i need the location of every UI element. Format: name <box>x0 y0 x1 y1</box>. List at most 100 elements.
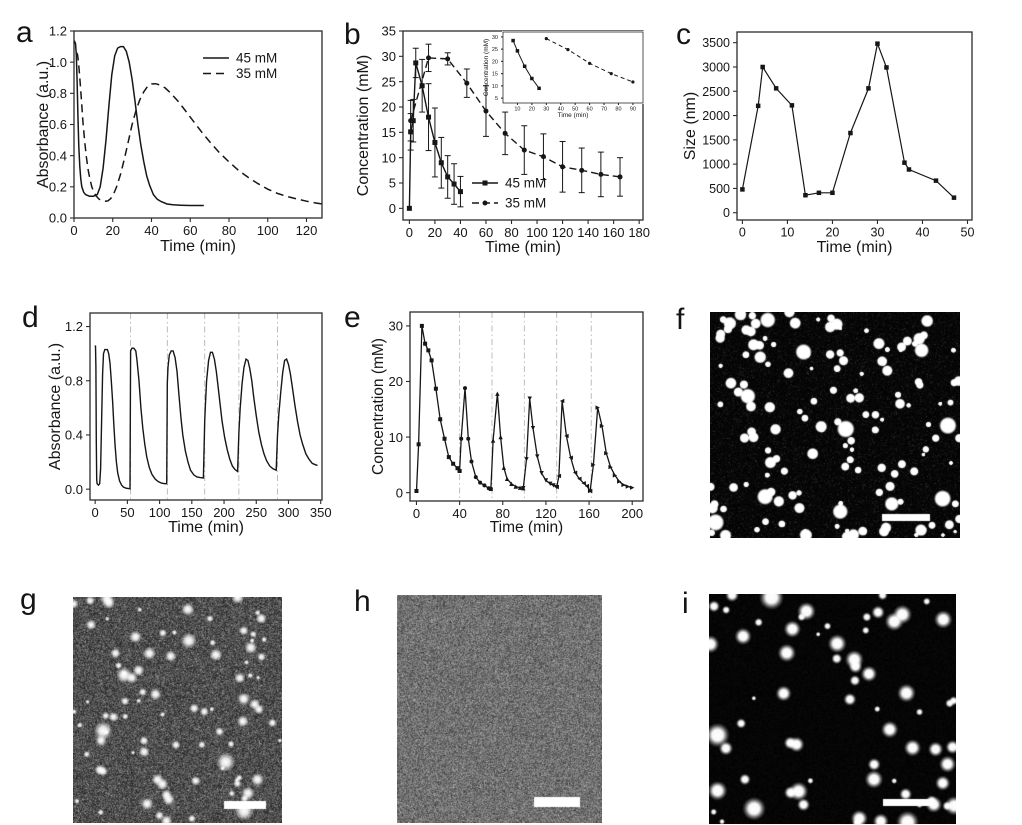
svg-text:1500: 1500 <box>702 133 730 147</box>
svg-text:20: 20 <box>389 374 403 389</box>
svg-text:10: 10 <box>389 430 403 445</box>
svg-text:160: 160 <box>603 225 625 240</box>
svg-text:Concentration (mM): Concentration (mM) <box>370 338 387 475</box>
svg-text:25: 25 <box>382 74 396 89</box>
micrograph-i <box>709 594 956 824</box>
svg-text:0: 0 <box>396 485 403 500</box>
svg-text:Time (min): Time (min) <box>558 112 589 119</box>
svg-text:0: 0 <box>406 225 413 240</box>
panel-label-a: a <box>16 16 33 49</box>
svg-text:30: 30 <box>492 35 498 41</box>
svg-text:1.2: 1.2 <box>65 319 83 334</box>
svg-text:300: 300 <box>278 505 300 520</box>
svg-text:250: 250 <box>245 505 267 520</box>
svg-text:Size (nm): Size (nm) <box>682 92 699 160</box>
svg-text:0.8: 0.8 <box>49 86 67 101</box>
svg-text:200: 200 <box>621 506 643 521</box>
svg-text:3500: 3500 <box>702 36 730 50</box>
svg-text:200: 200 <box>213 505 235 520</box>
svg-text:10: 10 <box>780 226 794 240</box>
svg-text:100: 100 <box>257 223 279 238</box>
svg-text:100: 100 <box>149 505 171 520</box>
svg-text:3000: 3000 <box>702 60 730 74</box>
svg-text:35 mM: 35 mM <box>505 196 546 211</box>
svg-text:40: 40 <box>144 223 158 238</box>
svg-text:1.0: 1.0 <box>49 55 67 70</box>
svg-text:Absorbance (a.u.): Absorbance (a.u.) <box>47 343 64 470</box>
svg-text:45 mM: 45 mM <box>505 176 546 191</box>
svg-text:160: 160 <box>578 506 600 521</box>
svg-text:30: 30 <box>389 319 403 334</box>
svg-text:0.6: 0.6 <box>49 117 67 132</box>
svg-text:80: 80 <box>615 107 621 113</box>
svg-text:0.2: 0.2 <box>49 180 67 195</box>
svg-text:90: 90 <box>630 107 636 113</box>
svg-text:20: 20 <box>106 223 120 238</box>
svg-text:0.8: 0.8 <box>65 373 83 388</box>
svg-text:80: 80 <box>222 223 236 238</box>
svg-text:20: 20 <box>529 107 535 113</box>
svg-text:0.0: 0.0 <box>49 211 67 226</box>
svg-text:60: 60 <box>587 107 593 113</box>
micrograph-f <box>710 312 960 538</box>
svg-text:50: 50 <box>572 107 578 113</box>
svg-text:180: 180 <box>628 225 650 240</box>
svg-text:60: 60 <box>479 225 493 240</box>
svg-text:40: 40 <box>558 107 564 113</box>
svg-text:40: 40 <box>452 506 466 521</box>
micrograph-h <box>397 595 602 823</box>
svg-text:60: 60 <box>183 223 197 238</box>
svg-text:Time (min): Time (min) <box>485 239 561 256</box>
svg-text:10: 10 <box>382 150 396 165</box>
svg-text:0.4: 0.4 <box>49 148 67 163</box>
svg-text:140: 140 <box>577 225 599 240</box>
svg-text:20: 20 <box>492 59 498 65</box>
panel-label-f: f <box>676 303 685 336</box>
svg-text:0: 0 <box>723 206 730 220</box>
svg-text:0: 0 <box>413 506 420 521</box>
svg-text:40: 40 <box>916 226 930 240</box>
svg-text:10: 10 <box>514 107 520 113</box>
svg-text:0: 0 <box>739 226 746 240</box>
svg-text:0.0: 0.0 <box>65 482 83 497</box>
svg-text:1.2: 1.2 <box>49 24 67 39</box>
chart-d: 0 50 100 150 200 250 300 350 0.0 0.4 0.8 1.2 Time (m… <box>47 312 332 536</box>
svg-text:30: 30 <box>543 107 549 113</box>
svg-text:0: 0 <box>92 505 99 520</box>
chart-e: 0 40 80 120 160 200 0 10 20 30 Time (min) Concentra… <box>370 311 644 536</box>
svg-text:350: 350 <box>310 505 332 520</box>
svg-text:Time (min): Time (min) <box>490 519 563 536</box>
svg-text:5: 5 <box>389 176 396 191</box>
panel-label-e: e <box>344 301 361 334</box>
chart-a: 0 20 40 60 80 100 120 0.0 0.2 0.4 0.6 0.8 1.0 1.2 Time… <box>35 24 323 255</box>
svg-text:Time (min): Time (min) <box>817 239 893 256</box>
svg-text:500: 500 <box>709 182 730 196</box>
svg-text:120: 120 <box>296 223 318 238</box>
svg-text:25: 25 <box>492 47 498 53</box>
svg-text:2000: 2000 <box>702 109 730 123</box>
panel-label-c: c <box>676 18 691 51</box>
svg-text:0: 0 <box>389 201 396 216</box>
svg-text:15: 15 <box>382 125 396 140</box>
chart-c: 0 10 20 30 40 500500100015002000250030003500T… <box>682 31 975 256</box>
svg-text:45 mM: 45 mM <box>236 51 277 66</box>
panel-label-g: g <box>20 583 37 616</box>
panel-label-d: d <box>22 301 39 334</box>
svg-text:50: 50 <box>961 226 975 240</box>
svg-text:Time (min): Time (min) <box>168 519 244 536</box>
svg-text:100: 100 <box>526 225 548 240</box>
svg-text:40: 40 <box>453 225 467 240</box>
svg-text:70: 70 <box>601 107 607 113</box>
svg-text:10: 10 <box>492 84 498 90</box>
svg-text:20: 20 <box>382 100 396 115</box>
svg-text:30: 30 <box>871 226 885 240</box>
svg-text:30: 30 <box>382 49 396 64</box>
svg-text:15: 15 <box>492 72 498 78</box>
svg-text:20: 20 <box>825 226 839 240</box>
svg-text:50: 50 <box>120 505 134 520</box>
svg-text:80: 80 <box>496 506 510 521</box>
svg-text:0.4: 0.4 <box>65 428 83 443</box>
svg-text:150: 150 <box>181 505 203 520</box>
